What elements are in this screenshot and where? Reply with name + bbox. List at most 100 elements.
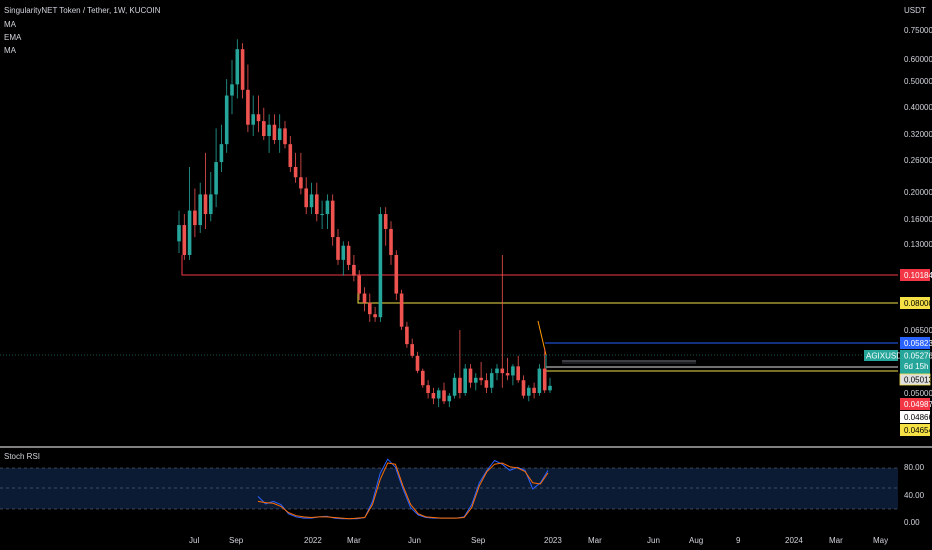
- candle-body[interactable]: [272, 124, 277, 141]
- time-axis[interactable]: Jul Sep 2022 Mar Jun Sep 2023 Mar Jun Au…: [189, 536, 888, 545]
- candle-body[interactable]: [283, 128, 287, 145]
- time-tick: 2024: [785, 536, 803, 545]
- candle-body[interactable]: [415, 355, 420, 371]
- price-tags[interactable]: 0.10184 0.08000 0.05823 AGIXUSDT 0.05276…: [864, 269, 932, 436]
- candle-body[interactable]: [203, 194, 208, 215]
- candle-body[interactable]: [336, 237, 340, 260]
- candle-body[interactable]: [527, 387, 531, 396]
- time-tick: Sep: [229, 536, 244, 545]
- red-bottom-tag[interactable]: [900, 398, 930, 410]
- candle-body[interactable]: [214, 162, 218, 195]
- candle-body[interactable]: [368, 302, 372, 315]
- candle-body[interactable]: [479, 377, 483, 381]
- candle-body[interactable]: [468, 368, 473, 383]
- candle-body[interactable]: [521, 380, 526, 396]
- candle-body[interactable]: [219, 144, 224, 163]
- candle-body[interactable]: [421, 370, 425, 386]
- candle-body[interactable]: [277, 128, 282, 141]
- candle-body[interactable]: [426, 385, 430, 393]
- candle-body[interactable]: [293, 166, 298, 178]
- candle-body[interactable]: [489, 373, 494, 388]
- candle-body[interactable]: [474, 377, 478, 383]
- candle-body[interactable]: [256, 114, 261, 122]
- yellow-bottom-tag[interactable]: [900, 424, 930, 436]
- candle-body[interactable]: [235, 49, 240, 85]
- candle-body[interactable]: [262, 121, 266, 137]
- candle-body[interactable]: [240, 49, 245, 90]
- candle-body[interactable]: [442, 390, 446, 402]
- candle-body[interactable]: [495, 368, 499, 374]
- candle-body[interactable]: [315, 194, 319, 215]
- candle-body[interactable]: [458, 377, 462, 393]
- candle-body[interactable]: [463, 368, 467, 393]
- horizontal-levels[interactable]: [0, 255, 898, 380]
- indicator-label-ma-2[interactable]: MA: [4, 46, 16, 55]
- time-tick: Mar: [829, 536, 843, 545]
- candle-body[interactable]: [511, 366, 515, 376]
- indicator-label-ma[interactable]: MA: [4, 20, 16, 29]
- candle-body[interactable]: [436, 390, 441, 399]
- candle-body[interactable]: [378, 214, 383, 318]
- candle-body[interactable]: [431, 393, 436, 399]
- price-axis[interactable]: USDT 0.75000 0.60000 0.50000 0.40000 0.3…: [904, 6, 932, 398]
- white-bottom-tag[interactable]: [900, 411, 930, 423]
- chart-title[interactable]: SingularityNET Token / Tether, 1W, KUCOI…: [4, 6, 161, 15]
- candle-body[interactable]: [410, 344, 414, 356]
- candle-body[interactable]: [373, 314, 377, 318]
- candle-body[interactable]: [516, 366, 520, 381]
- candle-body[interactable]: [187, 210, 192, 255]
- candle-body[interactable]: [267, 124, 271, 137]
- candle-body[interactable]: [299, 177, 303, 189]
- candle-body[interactable]: [320, 214, 324, 216]
- candle-body[interactable]: [447, 395, 452, 402]
- white-level-tag[interactable]: [899, 373, 931, 386]
- candle-body[interactable]: [198, 194, 202, 226]
- candle-body[interactable]: [230, 84, 234, 96]
- candlestick-series[interactable]: [177, 39, 552, 408]
- candle-body[interactable]: [399, 293, 404, 327]
- blue-level-tag[interactable]: [900, 337, 930, 349]
- candle-body[interactable]: [357, 275, 361, 294]
- yellow-level-line[interactable]: [357, 290, 898, 304]
- candle-body[interactable]: [193, 210, 197, 226]
- candle-body[interactable]: [389, 228, 393, 255]
- time-tick: 2022: [304, 536, 322, 545]
- red-level-line[interactable]: [181, 255, 898, 276]
- candle-body[interactable]: [309, 194, 314, 208]
- candle-body[interactable]: [251, 114, 255, 125]
- candle-body[interactable]: [484, 380, 489, 388]
- candle-body[interactable]: [500, 368, 505, 374]
- candle-body[interactable]: [341, 245, 346, 260]
- indicator-label-ema[interactable]: EMA: [4, 33, 22, 42]
- candle-body[interactable]: [182, 225, 187, 255]
- candle-body[interactable]: [505, 373, 510, 376]
- candle-body[interactable]: [452, 377, 457, 396]
- candle-body[interactable]: [304, 188, 308, 208]
- candle-body[interactable]: [542, 368, 547, 391]
- red-level-tag[interactable]: [900, 269, 930, 281]
- candle-body[interactable]: [352, 264, 356, 276]
- symbol-tag[interactable]: [864, 350, 898, 361]
- candle-body[interactable]: [288, 144, 293, 167]
- candle-body[interactable]: [330, 200, 335, 238]
- candle-body[interactable]: [537, 368, 542, 393]
- candle-body[interactable]: [532, 387, 536, 393]
- stoch-rsi-title[interactable]: Stoch RSI: [4, 452, 41, 461]
- candle-body[interactable]: [346, 245, 351, 265]
- candle-body[interactable]: [362, 293, 367, 303]
- candle-body[interactable]: [394, 254, 399, 294]
- candle-body[interactable]: [209, 194, 213, 215]
- candle-body[interactable]: [246, 89, 250, 125]
- last-price-tag[interactable]: [900, 350, 930, 374]
- candle-body[interactable]: [405, 326, 409, 345]
- candle-body[interactable]: [224, 95, 229, 145]
- candle-body[interactable]: [383, 214, 388, 229]
- time-tick: 2023: [544, 536, 562, 545]
- stoch-rsi-pane[interactable]: 80.00 40.00 0.00: [0, 458, 925, 527]
- candle-body[interactable]: [177, 225, 181, 242]
- yellow-level-tag[interactable]: [900, 297, 930, 309]
- candle-body[interactable]: [548, 385, 552, 391]
- candle-body[interactable]: [325, 200, 330, 215]
- stoch-rsi-d-line[interactable]: [257, 462, 549, 520]
